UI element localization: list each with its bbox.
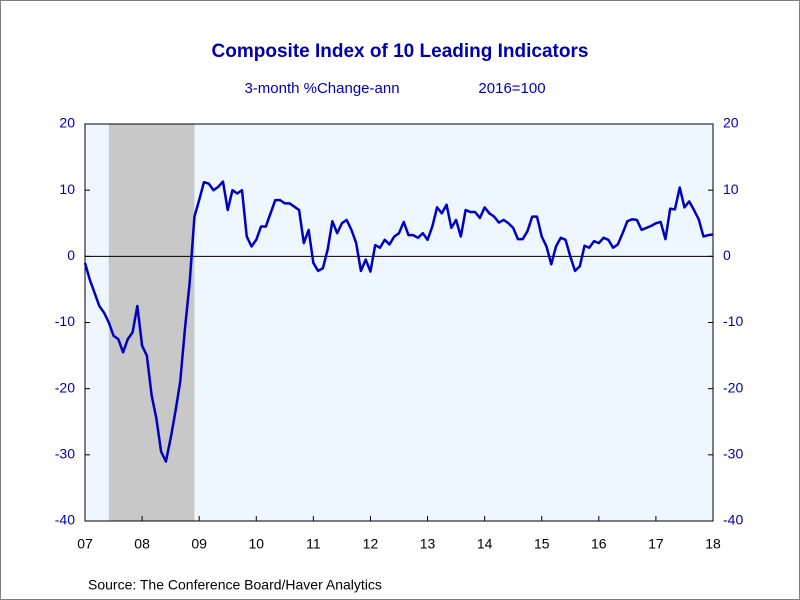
y2-tick-label: -20 bbox=[723, 379, 743, 395]
y-tick-label: 0 bbox=[67, 247, 75, 263]
source-note: Source: The Conference Board/Haver Analy… bbox=[88, 577, 382, 593]
y-tick-label: 20 bbox=[59, 115, 75, 131]
x-tick-label: 15 bbox=[534, 536, 550, 552]
x-tick-label: 10 bbox=[248, 536, 264, 552]
y-tick-label: -10 bbox=[55, 313, 75, 329]
y2-tick-label: -30 bbox=[723, 446, 743, 462]
x-tick-label: 07 bbox=[77, 536, 93, 552]
y-tick-label: -40 bbox=[55, 512, 75, 528]
y-tick-label: -30 bbox=[55, 446, 75, 462]
x-tick-label: 11 bbox=[306, 536, 321, 552]
chart-title: Composite Index of 10 Leading Indicators bbox=[212, 41, 589, 62]
recession-shade bbox=[108, 124, 195, 521]
y-tick-label: -20 bbox=[55, 379, 75, 395]
x-tick-label: 13 bbox=[420, 536, 436, 552]
chart-subtitle: 3-month %Change-ann bbox=[244, 80, 399, 97]
chart-subtitle-right: 2016=100 bbox=[478, 80, 545, 97]
x-tick-label: 09 bbox=[191, 536, 207, 552]
x-tick-label: 16 bbox=[591, 536, 607, 552]
x-tick-label: 12 bbox=[363, 536, 379, 552]
y2-tick-label: 10 bbox=[723, 181, 739, 197]
y2-tick-label: -10 bbox=[723, 313, 743, 329]
x-tick-label: 17 bbox=[648, 536, 664, 552]
y2-tick-label: 0 bbox=[723, 247, 731, 263]
data-line bbox=[83, 180, 714, 463]
x-tick-label: 18 bbox=[705, 536, 721, 552]
x-tick-label: 14 bbox=[477, 536, 493, 552]
y2-tick-label: -40 bbox=[723, 512, 743, 528]
y-tick-label: 10 bbox=[59, 181, 75, 197]
x-tick-label: 08 bbox=[134, 536, 150, 552]
y2-tick-label: 20 bbox=[723, 115, 739, 131]
